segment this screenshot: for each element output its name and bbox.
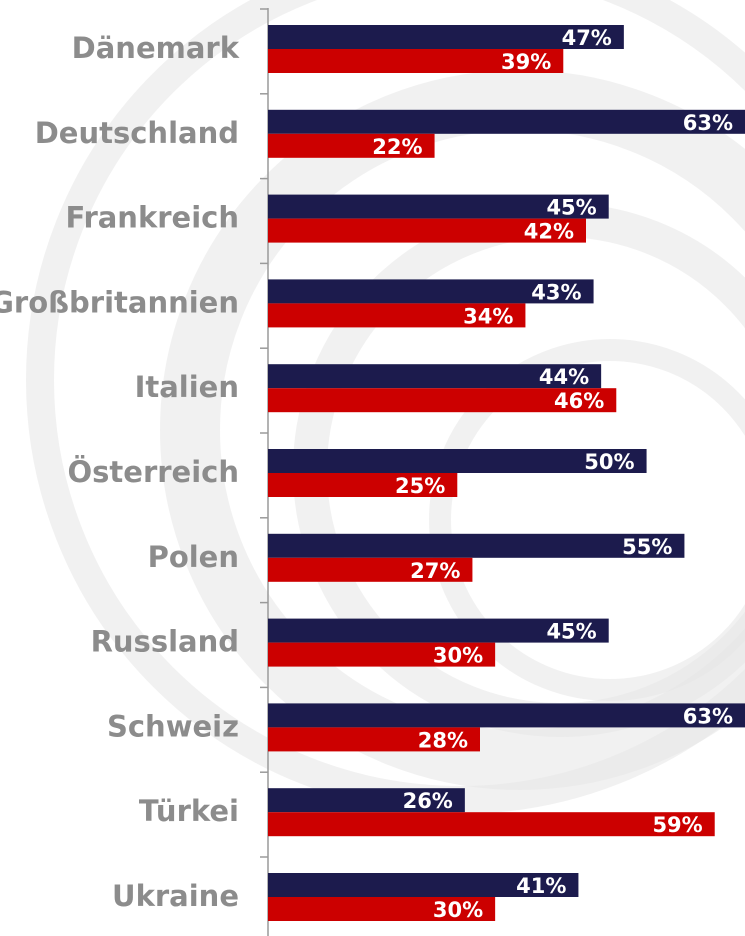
bar-series-1 [268, 788, 465, 813]
value-label: 30% [433, 644, 483, 668]
bar-series-2 [268, 218, 586, 243]
bar-series-1 [268, 25, 624, 49]
category-label: Deutschland [35, 116, 239, 150]
category-labels: Dänemark Deutschland Frankreich Großbritann… [0, 31, 240, 913]
category-label: Österreich [68, 455, 240, 489]
category-label: Schweiz [107, 709, 239, 743]
bar-series-1 [268, 618, 609, 643]
value-label: 39% [501, 50, 551, 74]
value-label: 25% [395, 474, 445, 498]
category-label: Italien [135, 370, 239, 404]
category-label: Ukraine [112, 879, 239, 913]
bar-series-2 [268, 473, 458, 497]
bar-series-2 [268, 388, 617, 413]
bar-series-1 [268, 703, 745, 728]
bar-series-2 [268, 557, 473, 582]
bar-series-1 [268, 364, 602, 389]
bar-series-1 [268, 279, 594, 304]
bar-series-2 [268, 303, 526, 328]
value-label: 27% [410, 559, 460, 583]
category-label: Russland [91, 625, 239, 659]
bar-series-1 [268, 109, 745, 134]
bar-series-1 [268, 449, 647, 473]
value-label: 50% [584, 450, 634, 474]
bar-series-2 [268, 49, 564, 73]
value-label: 44% [539, 365, 589, 389]
value-label: 42% [524, 220, 574, 244]
value-label: 63% [683, 704, 733, 728]
bar-series-2 [268, 727, 480, 752]
bar-series-1 [268, 194, 609, 219]
value-label: 55% [622, 535, 672, 559]
bar-series-2 [268, 133, 435, 158]
value-label: 45% [546, 620, 596, 644]
category-label: Türkei [139, 794, 239, 828]
bar-series-1 [268, 873, 579, 897]
value-label: 63% [683, 111, 733, 135]
value-label: 30% [433, 898, 483, 922]
bar-series-2 [268, 642, 496, 667]
value-label: 22% [372, 135, 422, 159]
bar-series-1 [268, 533, 685, 558]
value-label: 26% [403, 789, 453, 813]
value-label: 59% [652, 813, 702, 837]
value-label: 28% [418, 728, 468, 752]
value-label: 34% [463, 304, 513, 328]
swirl-ring [160, 70, 745, 790]
category-label: Polen [148, 540, 239, 574]
value-label: 46% [554, 389, 604, 413]
swirl-ring [429, 339, 745, 701]
value-label: 45% [546, 196, 596, 220]
category-axis [260, 8, 269, 936]
value-label: 47% [562, 26, 612, 50]
category-label: Dänemark [72, 31, 240, 65]
bars [268, 25, 745, 921]
value-label: 41% [516, 874, 566, 898]
category-label: Großbritannien [0, 285, 239, 319]
bar-series-2 [268, 897, 496, 921]
value-label: 43% [531, 280, 581, 304]
bar-series-2 [268, 812, 715, 837]
category-label: Frankreich [65, 201, 239, 235]
value-labels: 47%39%63%22%45%42%43%34%44%46%50%25%55%2… [372, 26, 733, 922]
